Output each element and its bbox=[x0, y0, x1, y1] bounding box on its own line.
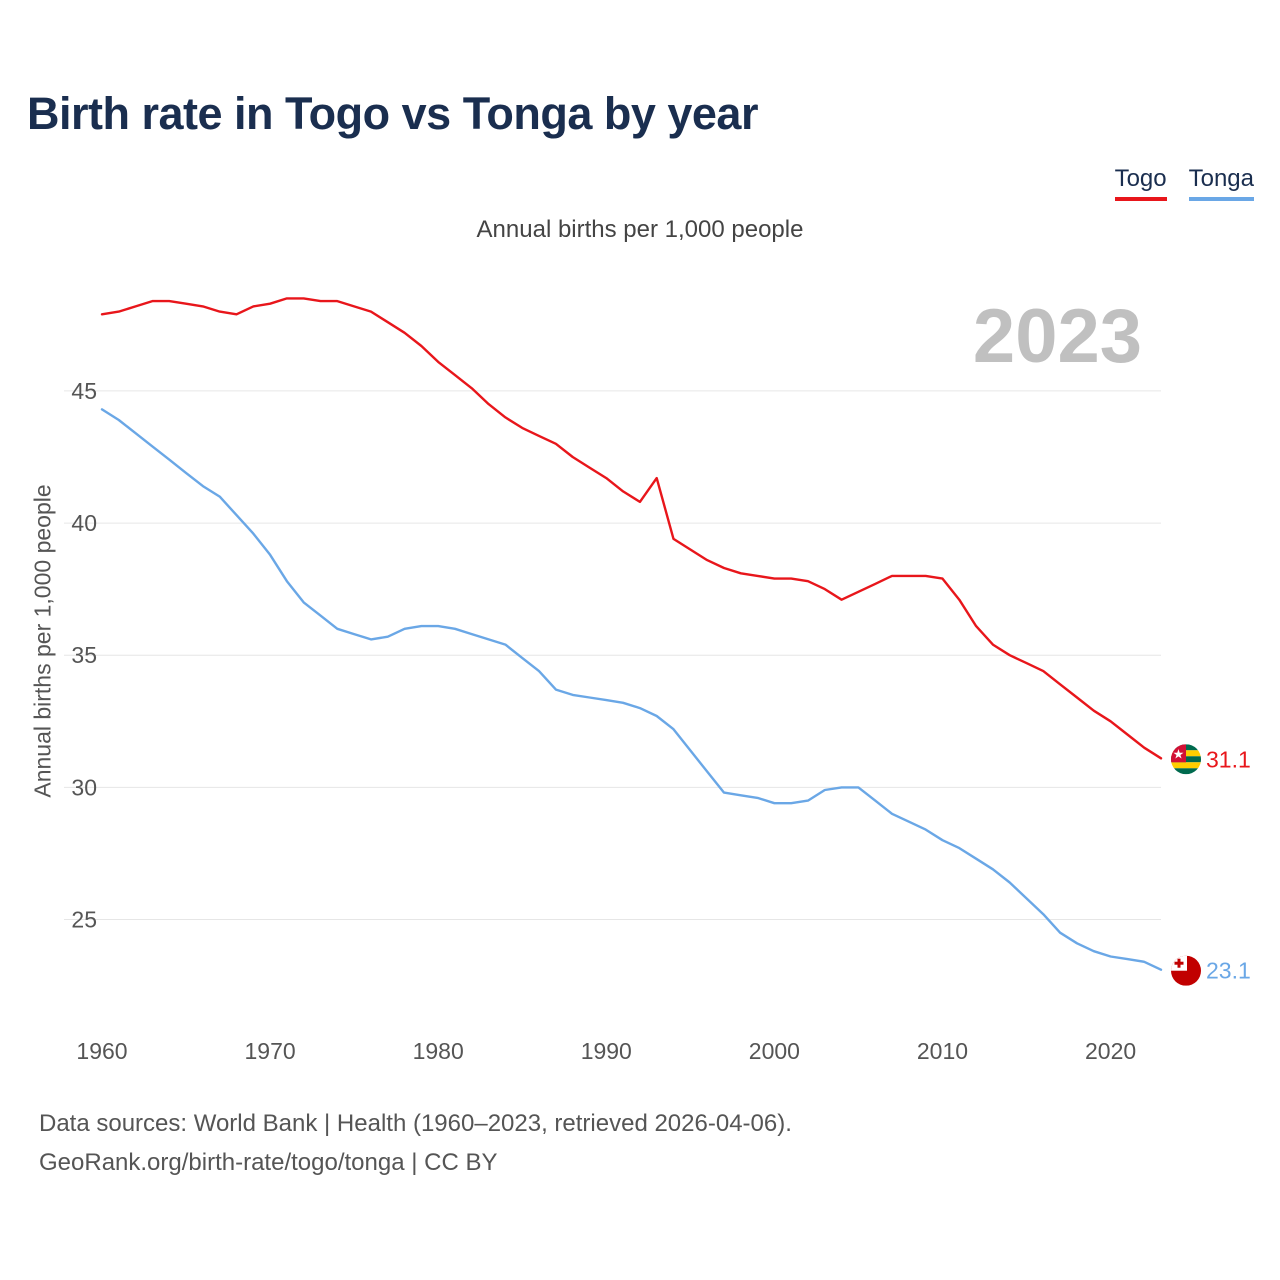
svg-text:★: ★ bbox=[1173, 747, 1185, 762]
series-line-tonga[interactable] bbox=[100, 408, 1163, 971]
y-tick-label-45: 45 bbox=[71, 378, 97, 404]
togo-flag-icon: ★ bbox=[1171, 744, 1201, 775]
y-tick-label-30: 30 bbox=[71, 774, 97, 800]
footer-sources: Data sources: World Bank | Health (1960–… bbox=[39, 1110, 792, 1137]
end-value-label-tonga: 23.1 bbox=[1206, 958, 1251, 984]
y-axis-ticks: 25 30 35 40 45 bbox=[71, 378, 97, 933]
footer-link[interactable]: GeoRank.org/birth-rate/togo/tonga | CC B… bbox=[39, 1149, 498, 1176]
year-watermark: 2023 bbox=[972, 294, 1142, 379]
x-tick-label-1990: 1990 bbox=[581, 1038, 632, 1064]
x-tick-label-2000: 2000 bbox=[749, 1038, 800, 1064]
legend: Togo Tonga bbox=[1114, 165, 1254, 201]
end-value-label-togo: 31.1 bbox=[1206, 746, 1251, 772]
legend-item-togo[interactable]: Togo bbox=[1114, 165, 1167, 201]
x-tick-label-1980: 1980 bbox=[413, 1038, 464, 1064]
series-end-markers: ★ 31.1 23.1 bbox=[1171, 744, 1251, 986]
tonga-flag-icon bbox=[1171, 955, 1201, 986]
series-line-togo[interactable] bbox=[100, 297, 1163, 760]
y-tick-label-40: 40 bbox=[71, 510, 97, 536]
footer: Data sources: World Bank | Health (1960–… bbox=[39, 1104, 792, 1182]
y-tick-label-25: 25 bbox=[71, 907, 97, 933]
x-tick-label-2020: 2020 bbox=[1085, 1038, 1136, 1064]
chart-title: Birth rate in Togo vs Tonga by year bbox=[27, 88, 758, 139]
x-tick-label-1960: 1960 bbox=[76, 1038, 127, 1064]
series-lines bbox=[100, 297, 1163, 971]
chart-subtitle: Annual births per 1,000 people bbox=[476, 216, 804, 243]
y-tick-label-35: 35 bbox=[71, 642, 97, 668]
x-tick-label-2010: 2010 bbox=[917, 1038, 968, 1064]
gridlines bbox=[64, 390, 1161, 920]
x-axis-ticks: 1960 1970 1980 1990 2000 2010 2020 bbox=[76, 1038, 1136, 1064]
x-tick-label-1970: 1970 bbox=[245, 1038, 296, 1064]
legend-item-tonga[interactable]: Tonga bbox=[1188, 165, 1254, 201]
